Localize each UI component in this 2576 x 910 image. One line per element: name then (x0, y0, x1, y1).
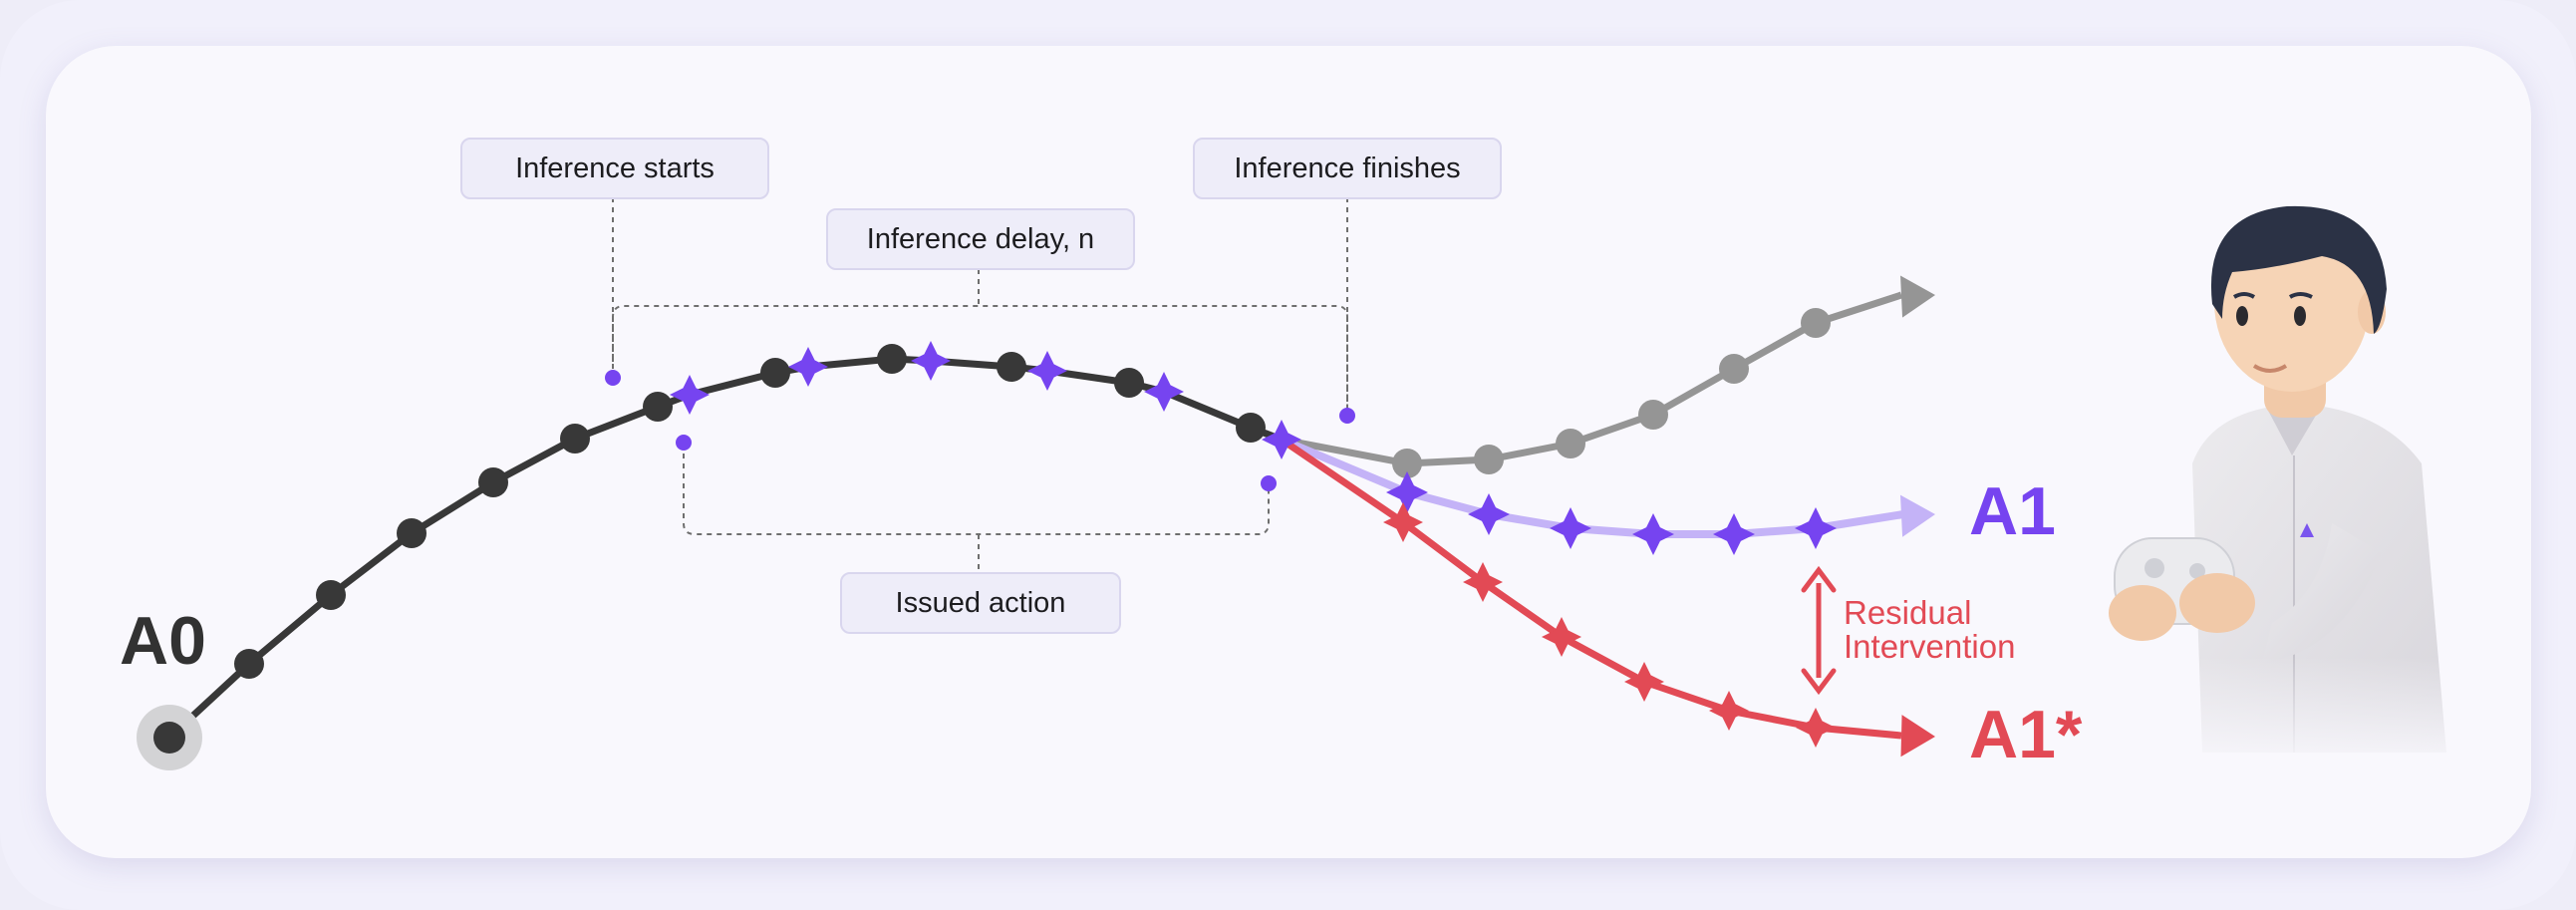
action-point (997, 352, 1026, 382)
residual-arrow-top-icon (1801, 565, 1837, 593)
a1-star-red-icon (1463, 562, 1503, 602)
issued-action-bracket (683, 444, 1270, 535)
issued-action-star-icon (1027, 351, 1067, 391)
a1-star-red-icon (1796, 708, 1836, 748)
action-point (560, 424, 590, 454)
issued-action-star-icon (1144, 372, 1184, 412)
trajectory-paths (166, 275, 1935, 758)
start-point (153, 722, 185, 754)
gray-arrowhead-icon (1900, 275, 1935, 318)
inference-delay-callout: Inference delay, n (826, 208, 1135, 270)
gray-action-point (1801, 308, 1831, 338)
a1-star-red-icon (1542, 617, 1581, 657)
bracket-endpoint-dot (1339, 408, 1355, 424)
a1-star-icon (1386, 471, 1428, 513)
gray-action-point (1474, 445, 1504, 474)
a0-label: A0 (120, 603, 206, 679)
a1-arrowhead-icon (1899, 494, 1935, 537)
a1-star-trajectory (1280, 437, 1902, 740)
bracket-endpoint-dot (676, 435, 692, 451)
a1-star-icon (1550, 507, 1591, 549)
action-point (316, 580, 346, 610)
gray-action-point (1638, 400, 1668, 430)
a1-star-label: A1* (1969, 697, 2083, 772)
action-point (478, 467, 508, 497)
residual-label-line2: Intervention (1844, 628, 2016, 665)
operator-illustration (2083, 194, 2461, 772)
inference-delay-bracket (612, 305, 1348, 414)
issued-action-star-icon (670, 375, 710, 415)
bracket-endpoint-dot (605, 370, 621, 386)
issued-action-star-icon (788, 347, 828, 387)
action-point (397, 518, 427, 548)
issued-action-star-icon (911, 341, 951, 381)
gray-action-point (1719, 354, 1749, 384)
a1-star-arrowhead-icon (1900, 715, 1935, 758)
trajectory-markers (137, 308, 1837, 770)
residual-label-line1: Residual (1844, 594, 1972, 631)
inference-finishes-callout: Inference finishes (1193, 138, 1502, 199)
issued-action-star-icon (1262, 420, 1301, 459)
issued-action-callout: Issued action (840, 572, 1121, 634)
action-point (1114, 368, 1144, 398)
gray-action-point (1392, 449, 1422, 478)
a1-star-icon (1632, 513, 1674, 555)
bracket-endpoint-dot (1261, 475, 1277, 491)
gray-action-point (1556, 429, 1585, 458)
inference-starts-callout: Inference starts (460, 138, 769, 199)
action-point (760, 358, 790, 388)
action-point (1236, 413, 1266, 443)
a1-star-icon (1468, 493, 1510, 535)
action-point (234, 649, 264, 679)
a1-star-icon (1713, 513, 1755, 555)
a1-star-red-icon (1709, 691, 1749, 731)
brackets (605, 197, 1355, 572)
base-trajectory (166, 355, 1284, 741)
a1-label: A1 (1969, 473, 2056, 549)
a1-star-icon (1795, 507, 1837, 549)
residual-arrow-bottom-icon (1801, 668, 1837, 696)
a1-star-red-icon (1624, 662, 1664, 702)
action-point (643, 392, 673, 422)
action-point (877, 344, 907, 374)
a1-star-red-icon (1383, 502, 1423, 542)
